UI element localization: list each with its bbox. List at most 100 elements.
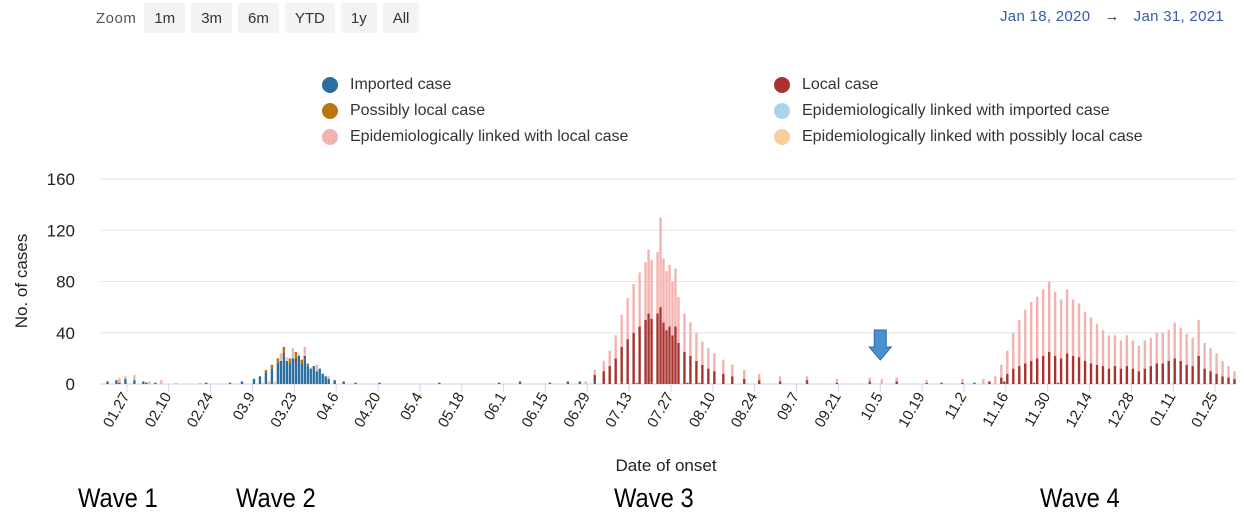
bar-segment	[701, 364, 704, 384]
x-tick-label: 08.24	[728, 390, 761, 431]
bar-segment	[1047, 351, 1051, 384]
bar-segment	[757, 380, 761, 384]
bar-segment	[1191, 337, 1194, 367]
legend-dot-icon	[774, 103, 790, 119]
x-tick-label: 11.16	[979, 390, 1012, 430]
bar-segment	[548, 382, 552, 384]
bar-segment	[1083, 312, 1087, 361]
bar-segment	[133, 380, 136, 384]
bar-segment	[988, 381, 991, 384]
bar-segment	[683, 313, 686, 352]
x-tick-label: 07.13	[602, 390, 635, 431]
zoom-label: Zoom	[96, 9, 137, 27]
bar-segment	[868, 382, 871, 384]
wave-4-label: Wave 4	[1040, 483, 1120, 513]
bar-segment	[1041, 355, 1045, 384]
bar-segment	[518, 381, 522, 384]
bar-segment	[1179, 360, 1182, 384]
bar-segment	[1030, 360, 1033, 384]
bar-segment	[1143, 368, 1147, 384]
x-tick-label: 01.27	[100, 390, 133, 431]
bar-segment	[267, 381, 271, 384]
bar-segment	[707, 368, 710, 384]
bar-segment	[1131, 340, 1135, 369]
bar-segment	[698, 382, 701, 384]
bar-segment	[497, 382, 501, 384]
bar-segment	[1191, 366, 1194, 384]
bar-segment	[1041, 289, 1045, 356]
zoom-1m-button[interactable]: 1m	[144, 3, 186, 33]
bar-segment	[315, 369, 318, 372]
bar-segment	[1113, 366, 1117, 384]
bar-segment	[294, 358, 298, 361]
bar-segment	[1033, 382, 1036, 384]
bar-segment	[1000, 364, 1003, 378]
bar-segment	[1012, 368, 1015, 384]
bar-segment	[154, 382, 157, 384]
bar-segment	[659, 217, 662, 308]
bar-segment	[1065, 289, 1069, 354]
range-to-input[interactable]: Jan 31, 2021	[1133, 8, 1224, 25]
legend-item-epi-possibly-local[interactable]: Epidemiologically linked with possibly l…	[774, 126, 1234, 148]
bar-segment	[1012, 332, 1015, 369]
bar-segment	[303, 355, 306, 359]
bar-segment	[1003, 381, 1006, 384]
legend-label: Epidemiologically linked with imported c…	[802, 102, 1110, 119]
bar-segment	[1131, 368, 1135, 384]
bar-segment	[620, 314, 623, 347]
zoom-ytd-button[interactable]: YTD	[284, 3, 335, 33]
bar-segment	[722, 373, 725, 384]
legend: Imported case Local case Possibly local …	[322, 74, 1242, 148]
bar-segment	[1173, 322, 1176, 359]
bar-segment	[264, 369, 268, 373]
bar-segment	[1101, 330, 1105, 367]
bar-segment	[925, 382, 928, 384]
bar-segment	[835, 382, 839, 384]
bar-segment	[285, 357, 289, 361]
x-tick-label: 04.20	[351, 390, 384, 431]
bar-segment	[315, 371, 318, 384]
range-from-input[interactable]: Jan 18, 2020	[1000, 8, 1091, 25]
bar-segment	[1024, 309, 1027, 364]
bar-segment	[288, 363, 292, 384]
zoom-6m-button[interactable]: 6m	[238, 3, 279, 33]
zoom-all-button[interactable]: All	[382, 3, 420, 33]
bar-segment	[306, 366, 309, 384]
bar-segment	[333, 380, 336, 384]
bar-segment	[731, 376, 734, 384]
bar-segment	[677, 296, 680, 343]
bar-segment	[650, 382, 653, 384]
bar-segment	[1125, 366, 1129, 384]
bar-segment	[868, 381, 871, 383]
bar-segment	[1203, 343, 1206, 369]
bar-segment	[695, 360, 698, 384]
legend-dot-icon	[322, 129, 338, 145]
bar-segment	[632, 332, 635, 384]
legend-label: Epidemiologically linked with possibly l…	[802, 128, 1143, 145]
legend-item-local[interactable]: Local case	[774, 74, 1234, 96]
legend-item-possibly-local[interactable]: Possibly local case	[322, 100, 774, 122]
bar-segment	[1000, 377, 1003, 384]
bar-segment	[1209, 371, 1212, 384]
zoom-bar: Zoom 1m 3m 6m YTD 1y All	[96, 3, 425, 33]
x-tick-label: 01.25	[1188, 390, 1221, 431]
bar-segment	[1006, 350, 1009, 374]
bar-segment	[1137, 371, 1141, 384]
zoom-1y-button[interactable]: 1y	[340, 3, 377, 33]
bar-segment	[204, 382, 208, 384]
bar-segment	[1179, 327, 1182, 361]
zoom-3m-button[interactable]: 3m	[191, 3, 233, 33]
bar-segment	[300, 363, 303, 384]
bar-segment	[743, 369, 746, 379]
legend-item-epi-imported[interactable]: Epidemiologically linked with imported c…	[774, 100, 1234, 122]
bar-segment	[279, 360, 283, 384]
bar-segment	[1018, 366, 1021, 384]
legend-item-imported[interactable]: Imported case	[322, 74, 774, 96]
x-tick-label: 10.19	[895, 390, 928, 431]
bar-segment	[1185, 364, 1188, 384]
wave-3-label: Wave 3	[614, 483, 694, 513]
bar-segment	[1149, 366, 1152, 384]
bar-segment	[626, 339, 629, 384]
legend-item-epi-local[interactable]: Epidemiologically linked with local case	[322, 126, 774, 148]
bar-segment	[895, 377, 898, 382]
